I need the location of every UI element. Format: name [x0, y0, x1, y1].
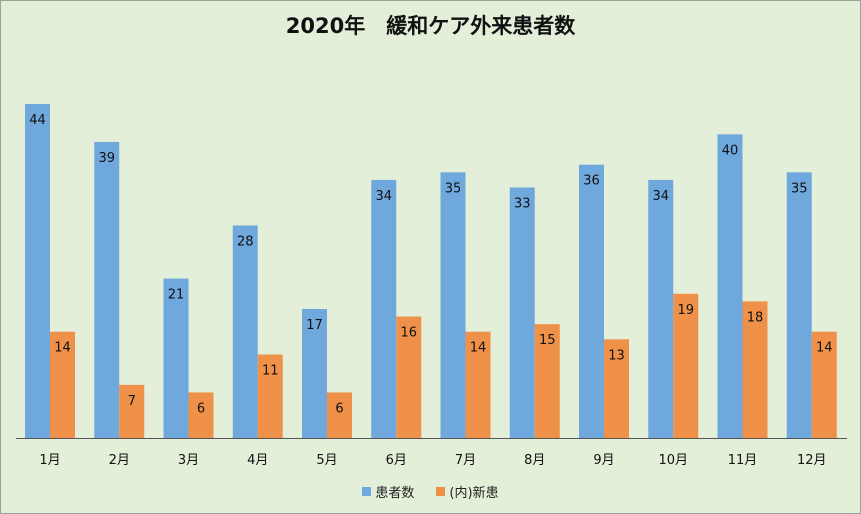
data-label: 15	[539, 333, 556, 348]
bar-new-4	[257, 354, 283, 438]
x-tick-label: 9月	[593, 453, 614, 468]
data-label: 33	[514, 197, 531, 212]
bar-new-12	[811, 331, 837, 438]
bar-patients-5	[302, 308, 327, 438]
data-label: 18	[747, 310, 764, 325]
x-tick-label: 10月	[658, 453, 688, 468]
bar-new-11	[742, 301, 768, 438]
bar-new-10	[673, 293, 699, 438]
bar-new-7	[465, 331, 491, 438]
data-label: 11	[262, 364, 279, 379]
bar-new-1	[50, 331, 75, 438]
bar-patients-12	[786, 172, 812, 438]
x-tick-label: 12月	[797, 453, 827, 468]
data-label: 40	[722, 143, 739, 158]
bar-new-6	[396, 316, 422, 438]
data-label: 16	[400, 326, 417, 341]
legend-swatch	[436, 487, 446, 496]
x-tick-label: 1月	[39, 453, 60, 468]
x-tick-label: 7月	[455, 453, 476, 468]
legend-item-new: (内)新患	[436, 482, 499, 501]
data-label: 14	[54, 341, 71, 356]
data-label: 34	[375, 189, 392, 204]
data-label: 7	[128, 394, 136, 409]
legend-item-patients: 患者数	[362, 482, 414, 501]
bar-patients-8	[509, 187, 535, 438]
bar-patients-4	[232, 225, 258, 438]
data-label: 28	[237, 234, 254, 249]
data-label: 21	[168, 288, 185, 303]
bar-new-3	[188, 392, 214, 438]
x-tick-label: 4月	[247, 453, 268, 468]
x-tick-label: 2月	[109, 453, 130, 468]
data-label: 17	[306, 318, 323, 333]
data-label: 14	[470, 341, 487, 356]
data-label: 35	[445, 181, 462, 196]
data-label: 35	[791, 181, 808, 196]
data-label: 44	[29, 113, 46, 128]
bar-new-8	[534, 324, 560, 438]
bar-patients-3	[163, 278, 189, 438]
data-label: 14	[816, 341, 833, 356]
chart-title: 2020年 緩和ケア外来患者数	[285, 14, 576, 38]
bar-new-9	[604, 339, 629, 438]
bar-new-2	[119, 384, 145, 438]
data-label: 13	[608, 348, 625, 363]
data-label: 36	[583, 174, 600, 189]
x-tick-label: 5月	[316, 453, 337, 468]
bar-patients-11	[717, 134, 743, 438]
bar-patients-1	[25, 104, 50, 438]
data-label: 19	[677, 303, 694, 318]
legend-label: (内)新患	[449, 486, 499, 501]
bar-new-5	[327, 392, 352, 438]
bar-patients-9	[579, 164, 604, 438]
x-tick-label: 3月	[178, 453, 199, 468]
legend-label: 患者数	[375, 486, 415, 501]
data-label: 34	[652, 189, 669, 204]
x-tick-label: 11月	[728, 453, 758, 468]
data-label: 39	[98, 151, 115, 166]
x-tick-label: 6月	[386, 453, 407, 468]
legend-swatch	[362, 487, 372, 496]
bar-patients-6	[371, 179, 397, 438]
bar-patients-2	[94, 141, 120, 439]
x-tick-label: 8月	[524, 453, 545, 468]
bar-patients-10	[648, 179, 674, 438]
data-label: 6	[335, 401, 343, 416]
bar-patients-7	[440, 172, 466, 438]
chart-legend: 患者数 (内)新患	[0, 482, 861, 501]
data-label: 6	[197, 401, 205, 416]
